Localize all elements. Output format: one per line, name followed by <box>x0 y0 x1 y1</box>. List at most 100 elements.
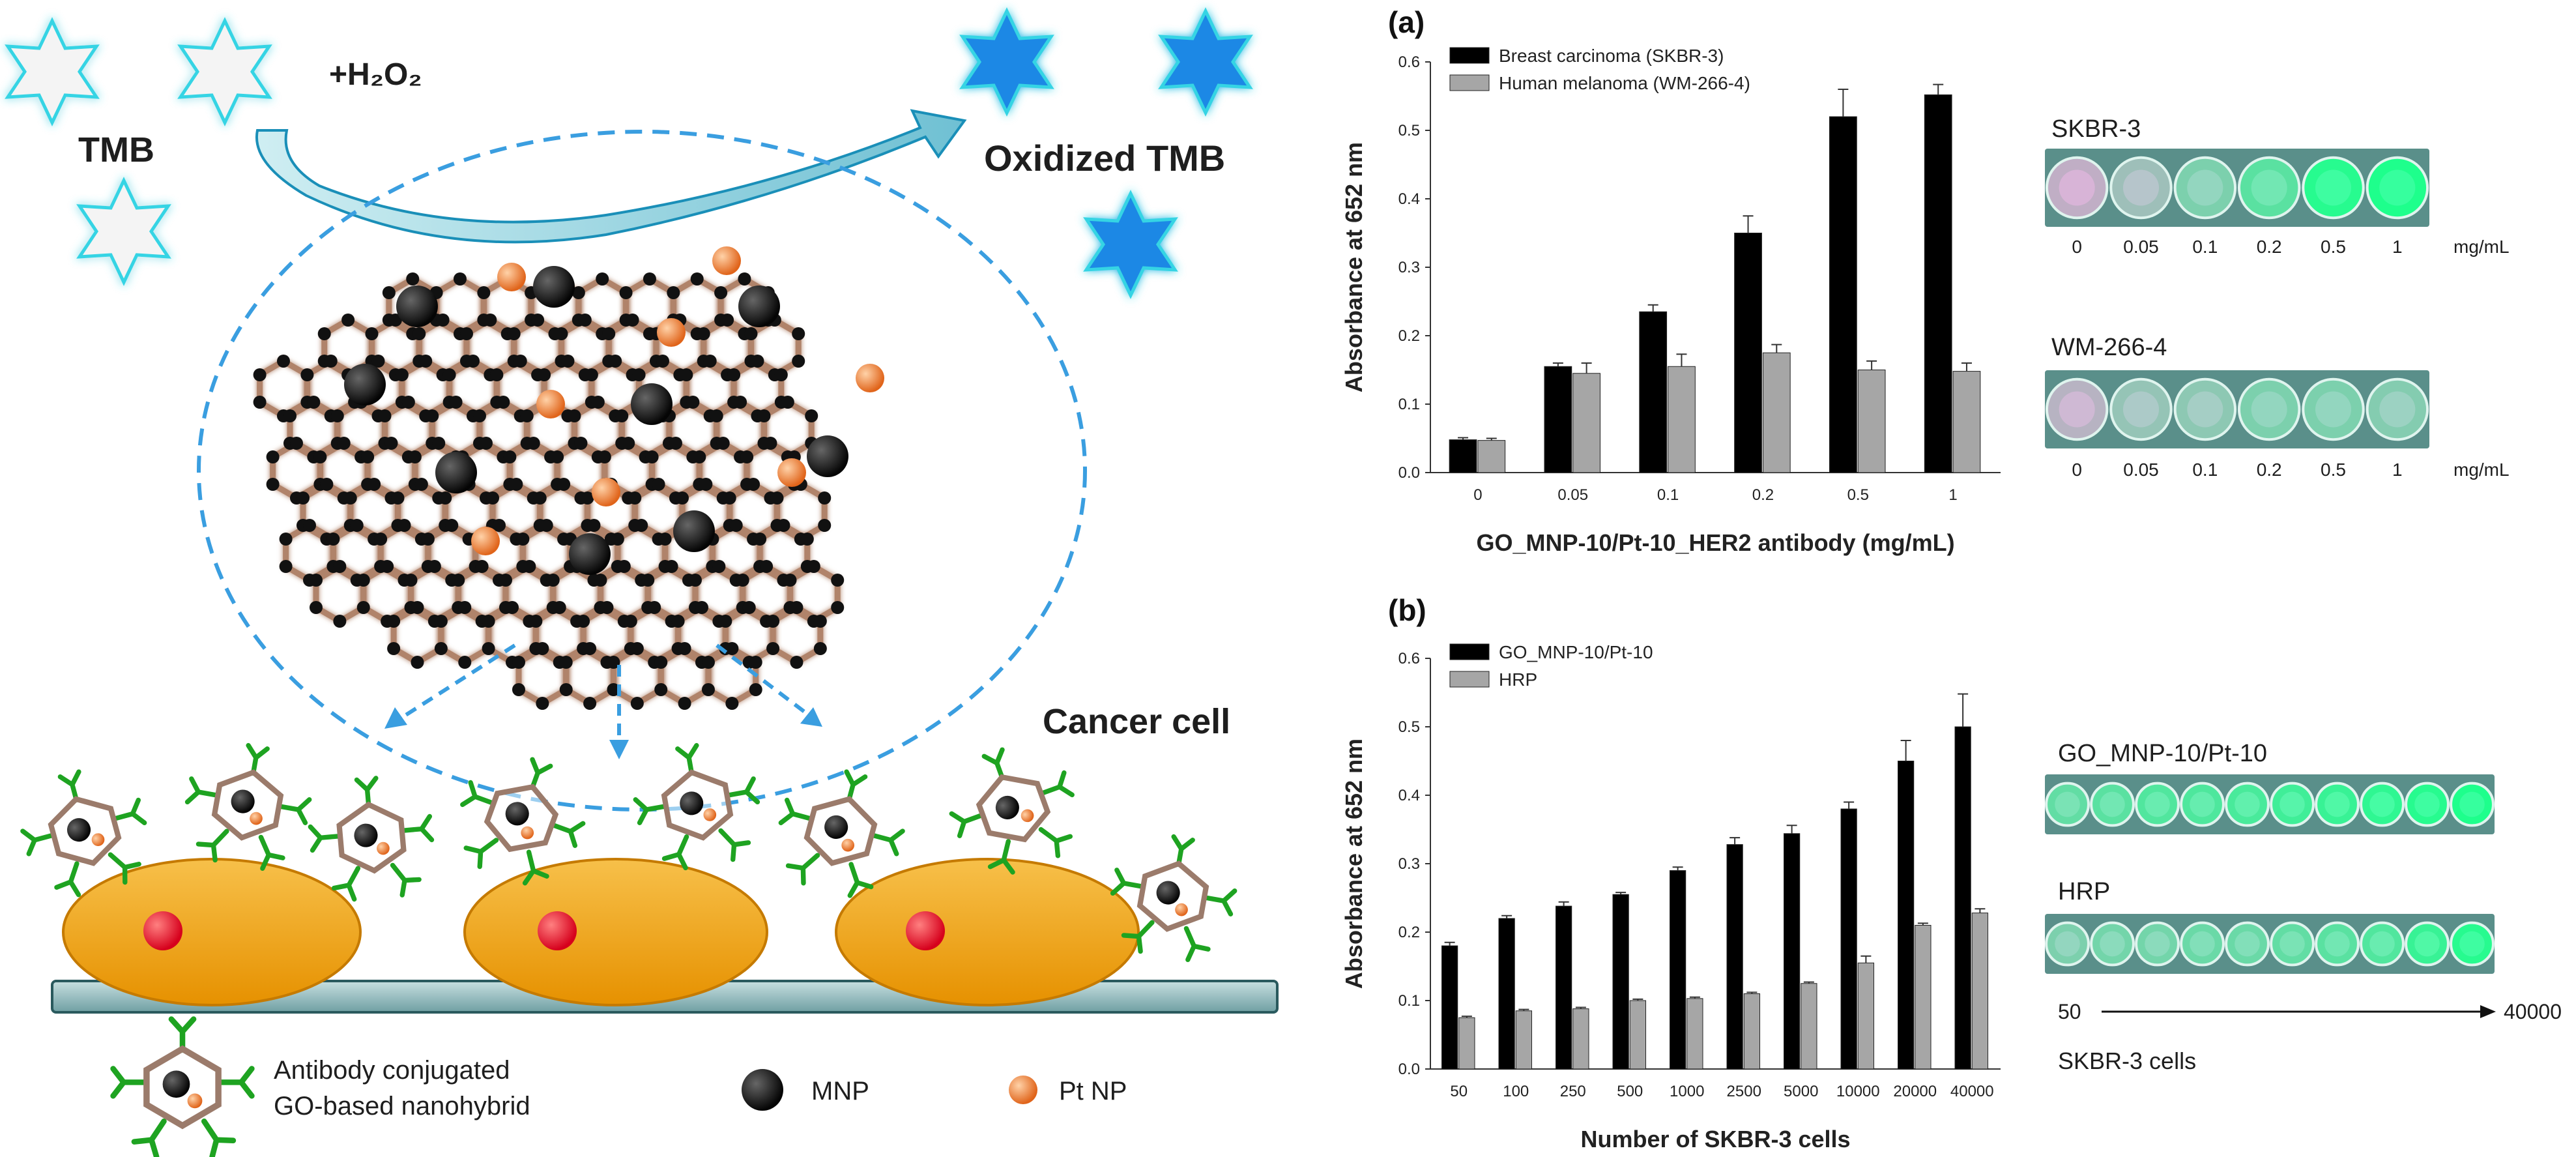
go-carbon-atom <box>492 519 506 532</box>
go-carbon-atom <box>578 314 592 327</box>
well-tick-label: 0.05 <box>2123 460 2159 480</box>
go-carbon-atom <box>675 491 689 505</box>
go-carbon-atom <box>701 656 715 669</box>
go-carbon-atom <box>716 437 730 450</box>
bar-series2 <box>1857 370 1886 473</box>
pt-nanoparticle <box>856 364 884 392</box>
go-carbon-atom <box>356 574 370 587</box>
range-end-label: 40000 <box>2504 1000 2562 1023</box>
go-carbon-atom <box>701 683 715 696</box>
pt-nanoparticle <box>712 246 741 275</box>
go-carbon-atom <box>725 642 739 655</box>
bar-series1 <box>1840 808 1857 1070</box>
y-tick-label: 0.0 <box>1398 464 1420 482</box>
photo-b-top-label: GO_MNP-10/Pt-10 <box>2058 740 2267 767</box>
go-carbon-atom <box>693 450 706 463</box>
go-carbon-atom <box>368 478 381 491</box>
go-carbon-atom <box>310 574 323 587</box>
go-carbon-atom <box>583 697 597 710</box>
bar-series1 <box>1544 366 1572 473</box>
bar-series1 <box>1556 905 1572 1070</box>
y-tick-label: 0.4 <box>1398 190 1420 208</box>
go-carbon-atom <box>333 615 347 628</box>
go-carbon-atom <box>395 368 409 381</box>
go-carbon-atom <box>665 560 678 573</box>
go-carbon-atom <box>619 286 633 299</box>
b-top-well-center <box>2145 791 2170 817</box>
go-carbon-atom <box>523 560 536 573</box>
y-tick-label: 0.1 <box>1398 992 1420 1010</box>
reaction-arrow <box>255 109 967 244</box>
go-carbon-atom <box>723 491 736 505</box>
go-carbon-atom <box>781 396 794 409</box>
go-carbon-atom <box>617 560 631 573</box>
go-carbon-atom <box>326 533 340 546</box>
bar-series2 <box>1515 1010 1532 1070</box>
go-carbon-atom <box>622 437 635 450</box>
go-carbon-atom <box>598 450 611 463</box>
legend-swatch <box>1449 643 1490 660</box>
dash-arrow-middle-head <box>609 740 629 759</box>
go-carbon-atom <box>710 409 723 422</box>
x-tick-label: 40000 <box>1950 1083 1994 1100</box>
pt-nanoparticle <box>657 318 686 347</box>
go-carbon-atom <box>510 478 523 491</box>
go-carbon-atom <box>439 491 452 505</box>
x-tick-label: 20000 <box>1893 1083 1937 1100</box>
go-carbon-atom <box>656 355 669 368</box>
well-tick-label: 1 <box>2392 460 2403 480</box>
go-carbon-atom <box>505 601 519 614</box>
go-carbon-atom <box>490 368 504 381</box>
mnp-particle <box>631 383 673 425</box>
go-carbon-atom <box>350 519 364 532</box>
go-carbon-atom <box>482 642 495 655</box>
tmb-star-3 <box>80 181 168 282</box>
go-carbon-atom <box>615 409 629 422</box>
go-carbon-atom <box>406 272 420 286</box>
tmb-star-2 <box>181 21 269 123</box>
go-carbon-atom <box>753 533 767 546</box>
cancer-cell-3 <box>835 858 1140 1006</box>
go-carbon-atom <box>641 574 655 587</box>
go-carbon-atom <box>688 574 702 587</box>
b-bottom-well-center <box>2279 931 2305 957</box>
bar-series2 <box>1801 983 1817 1070</box>
go-carbon-atom <box>371 355 385 368</box>
y-tick-label: 0.4 <box>1398 787 1420 804</box>
go-carbon-atom <box>411 656 424 669</box>
mnp-particle <box>807 435 848 477</box>
go-carbon-atom <box>419 355 433 368</box>
go-carbon-atom <box>697 327 710 340</box>
go-carbon-atom <box>387 642 401 655</box>
go-carbon-atom <box>624 615 637 628</box>
go-carbon-atom <box>807 560 820 573</box>
go-carbon-atom <box>727 368 741 381</box>
a-top-well-center <box>2187 169 2223 206</box>
go-carbon-atom <box>411 601 424 614</box>
legend-label: Breast carcinoma (SKBR-3) <box>1499 46 1724 66</box>
dash-arrow-right <box>716 643 813 719</box>
go-carbon-atom <box>742 601 756 614</box>
well-unit-label: mg/mL <box>2453 237 2510 257</box>
go-carbon-atom <box>600 601 614 614</box>
go-carbon-atom <box>831 574 845 587</box>
go-carbon-atom <box>330 409 344 422</box>
go-carbon-atom <box>680 368 693 381</box>
go-carbon-atom <box>719 615 732 628</box>
go-carbon-atom <box>516 533 530 546</box>
go-carbon-atom <box>421 533 435 546</box>
b-top-well-center <box>2100 791 2125 817</box>
go-carbon-atom <box>453 272 467 286</box>
mnp-particle <box>435 452 477 493</box>
go-carbon-atom <box>699 478 713 491</box>
go-carbon-atom <box>551 450 564 463</box>
go-carbon-atom <box>388 314 402 327</box>
x-tick-label: 0.5 <box>1847 486 1869 504</box>
x-tick-label: 0 <box>1473 486 1482 504</box>
go-carbon-atom <box>792 327 805 340</box>
bar-series1 <box>1924 94 1952 473</box>
legend-swatch <box>1449 47 1490 64</box>
go-carbon-atom <box>774 368 788 381</box>
go-carbon-atom <box>555 327 568 340</box>
y-tick-label: 0.5 <box>1398 718 1420 736</box>
